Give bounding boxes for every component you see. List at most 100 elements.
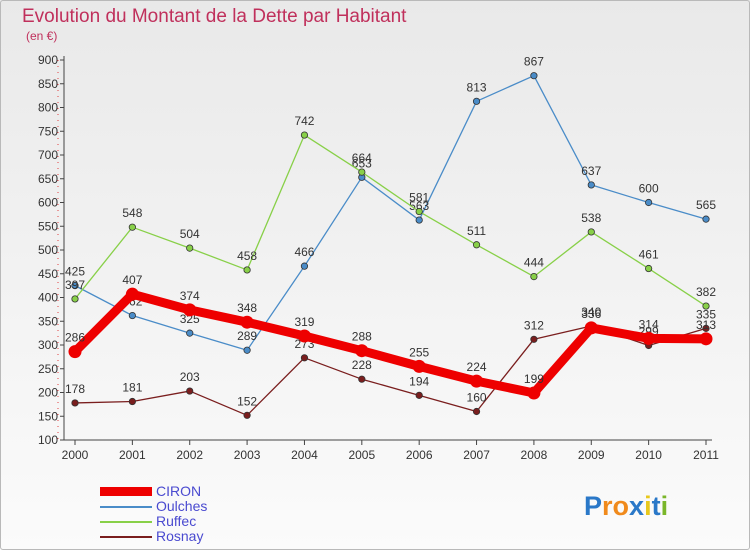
data-label-ciron: 288 (352, 330, 372, 344)
data-label-ruffec: 742 (294, 114, 314, 128)
data-point-oulches (300, 262, 309, 270)
data-point-oulches (415, 216, 423, 224)
data-label-oulches: 563 (409, 199, 429, 213)
data-point-ciron (297, 329, 311, 343)
data-point-rosnay (71, 399, 79, 407)
data-label-oulches: 867 (524, 55, 544, 69)
data-point-ciron (527, 386, 541, 400)
legend: CIRON Oulches Ruffec Rosnay (100, 484, 207, 544)
data-point-ruffec (702, 302, 710, 310)
data-point-rosnay (472, 407, 481, 416)
data-point-ciron (642, 331, 656, 345)
logo-letter: x (629, 491, 645, 521)
x-tick-label: 2009 (578, 448, 605, 462)
data-label-ciron: 286 (65, 331, 85, 345)
data-point-ciron (240, 315, 254, 329)
data-point-oulches (530, 72, 538, 80)
data-label-ruffec: 458 (237, 249, 257, 263)
data-label-rosnay: 194 (409, 374, 429, 388)
data-point-ruffec (71, 295, 79, 303)
logo-letter: P (584, 491, 603, 521)
data-label-oulches: 653 (352, 156, 372, 170)
legend-swatch (100, 535, 152, 538)
data-point-oulches (186, 329, 194, 337)
data-point-ciron (125, 287, 139, 301)
y-tick-label: 500 (38, 243, 58, 257)
data-point-rosnay (186, 387, 194, 395)
logo-letter: i (644, 491, 652, 521)
data-label-ruffec: 504 (180, 227, 200, 241)
legend-item: Oulches (100, 499, 207, 514)
data-label-ruffec: 444 (524, 256, 544, 270)
logo-letter: t (651, 491, 661, 521)
data-label-ciron: 313 (696, 318, 716, 332)
data-point-oulches (587, 181, 595, 189)
data-label-rosnay: 160 (467, 391, 487, 405)
y-tick-label: 150 (38, 409, 58, 423)
data-point-oulches (128, 311, 136, 320)
y-tick-label: 850 (38, 77, 58, 91)
data-label-rosnay: 312 (524, 318, 544, 332)
legend-label: Rosnay (156, 528, 204, 544)
x-tick-label: 2008 (521, 448, 548, 462)
x-tick-label: 2011 (693, 448, 719, 462)
data-point-oulches (243, 346, 251, 354)
data-point-rosnay (243, 411, 251, 419)
data-point-rosnay (128, 397, 136, 406)
data-point-ruffec (128, 223, 136, 231)
y-tick-label: 300 (38, 338, 58, 352)
series-line-oulches (74, 75, 707, 351)
data-point-ciron (470, 374, 484, 388)
y-tick-label: 250 (38, 362, 58, 376)
data-point-ruffec (415, 207, 423, 216)
x-tick-label: 2001 (119, 448, 146, 462)
chart-subtitle: (en €) (26, 29, 58, 43)
x-tick-label: 2010 (635, 448, 662, 462)
x-tick-label: 2007 (463, 448, 490, 462)
x-tick-label: 2004 (291, 448, 318, 462)
logo-letter: i (660, 491, 669, 521)
data-label-ruffec: 538 (581, 211, 601, 225)
y-tick-label: 400 (38, 291, 58, 305)
data-point-oulches (472, 97, 481, 105)
data-point-ciron (584, 321, 598, 335)
y-tick-label: 600 (38, 196, 58, 210)
data-point-ruffec (530, 272, 538, 281)
data-label-ruffec: 382 (696, 285, 716, 299)
data-label-rosnay: 335 (696, 307, 716, 321)
data-label-oulches: 289 (237, 329, 257, 343)
data-label-rosnay: 228 (352, 358, 372, 372)
legend-item: CIRON (100, 484, 207, 499)
data-label-rosnay: 178 (65, 382, 85, 396)
data-point-ruffec (358, 168, 366, 176)
y-tick-label: 750 (38, 124, 58, 138)
legend-item: Ruffec (100, 514, 207, 529)
data-label-ruffec: 511 (467, 224, 486, 238)
y-tick-label: 700 (38, 148, 58, 162)
data-label-oulches: 466 (294, 245, 314, 259)
data-label-oulches: 325 (180, 312, 200, 326)
x-tick-label: 2006 (406, 448, 433, 462)
data-point-ciron (183, 303, 197, 317)
series-line-ciron (70, 289, 711, 398)
legend-label: CIRON (156, 483, 202, 499)
data-label-ciron: 314 (639, 317, 659, 331)
data-point-rosnay (530, 335, 538, 343)
legend-label: Ruffec (156, 513, 197, 529)
data-label-ciron: 407 (122, 273, 142, 287)
data-label-oulches: 565 (696, 198, 716, 212)
y-tick-label: 550 (38, 219, 58, 233)
logo-letter: o (612, 491, 630, 521)
data-point-ruffec (472, 241, 481, 249)
data-point-rosnay (300, 354, 309, 362)
data-label-rosnay: 203 (180, 370, 200, 384)
x-tick-label: 2000 (62, 448, 89, 462)
data-label-oulches: 425 (65, 265, 85, 279)
data-point-ruffec (587, 228, 595, 236)
legend-swatch (100, 520, 152, 523)
data-point-rosnay (358, 375, 366, 383)
data-point-ruffec (645, 264, 653, 273)
data-point-ruffec (186, 244, 194, 252)
x-tick-label: 2003 (234, 448, 261, 462)
